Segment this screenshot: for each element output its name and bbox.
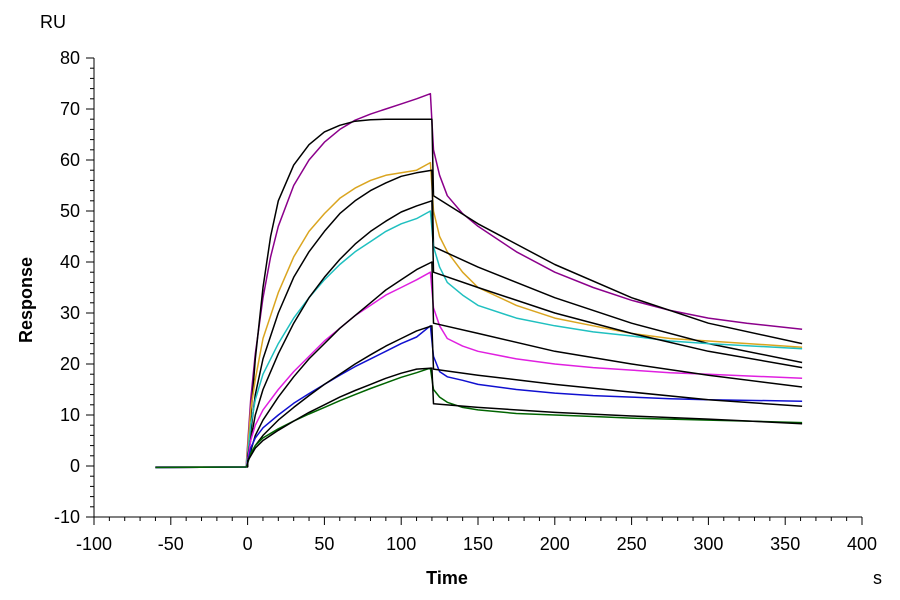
- series-line-fit-3: [246, 200, 803, 468]
- x-tick-label: 400: [847, 534, 877, 554]
- y-tick-label: -10: [54, 507, 80, 527]
- x-tick-label: 350: [770, 534, 800, 554]
- x-tick-label: 150: [463, 534, 493, 554]
- y-tick-label: 30: [60, 303, 80, 323]
- y-tick-label: 70: [60, 99, 80, 119]
- x-tick-label: 50: [314, 534, 334, 554]
- x-unit-label: s: [873, 568, 882, 588]
- y-tick-label: 0: [70, 456, 80, 476]
- series-line-fit-5: [246, 325, 803, 468]
- x-ticks-group: -100 -50 0 50 100 150 200 250 300 350 400: [76, 517, 877, 554]
- series-line-measured-5: [155, 325, 803, 469]
- series-line-measured-4: [155, 271, 803, 469]
- y-tick-label: 10: [60, 405, 80, 425]
- y-unit-label: RU: [40, 12, 66, 32]
- series-line-measured-6: [155, 367, 803, 469]
- x-axis-title: Time: [426, 568, 468, 588]
- x-tick-label: 250: [617, 534, 647, 554]
- x-tick-label: -100: [76, 534, 112, 554]
- series-line-fit-1: [155, 118, 803, 468]
- y-tick-label: 50: [60, 201, 80, 221]
- y-tick-label: 60: [60, 150, 80, 170]
- y-tick-label: 40: [60, 252, 80, 272]
- plot-series-group: [155, 92, 803, 469]
- series-line-fit-2: [246, 169, 803, 468]
- y-ticks-group: -10 0 10 20 30 40 50 60 70 80: [54, 48, 94, 527]
- series-line-fit-6: [246, 367, 803, 468]
- series-line-fit-4: [246, 261, 803, 468]
- series-line-measured-2: [155, 161, 803, 469]
- y-tick-label: 20: [60, 354, 80, 374]
- series-line-measured-3: [155, 210, 803, 469]
- x-tick-label: 0: [243, 534, 253, 554]
- series-line-measured-1: [155, 92, 803, 469]
- x-tick-label: 100: [386, 534, 416, 554]
- x-tick-label: 300: [693, 534, 723, 554]
- x-tick-label: 200: [540, 534, 570, 554]
- y-axis-title: Response: [16, 257, 36, 343]
- x-tick-label: -50: [158, 534, 184, 554]
- y-tick-label: 80: [60, 48, 80, 68]
